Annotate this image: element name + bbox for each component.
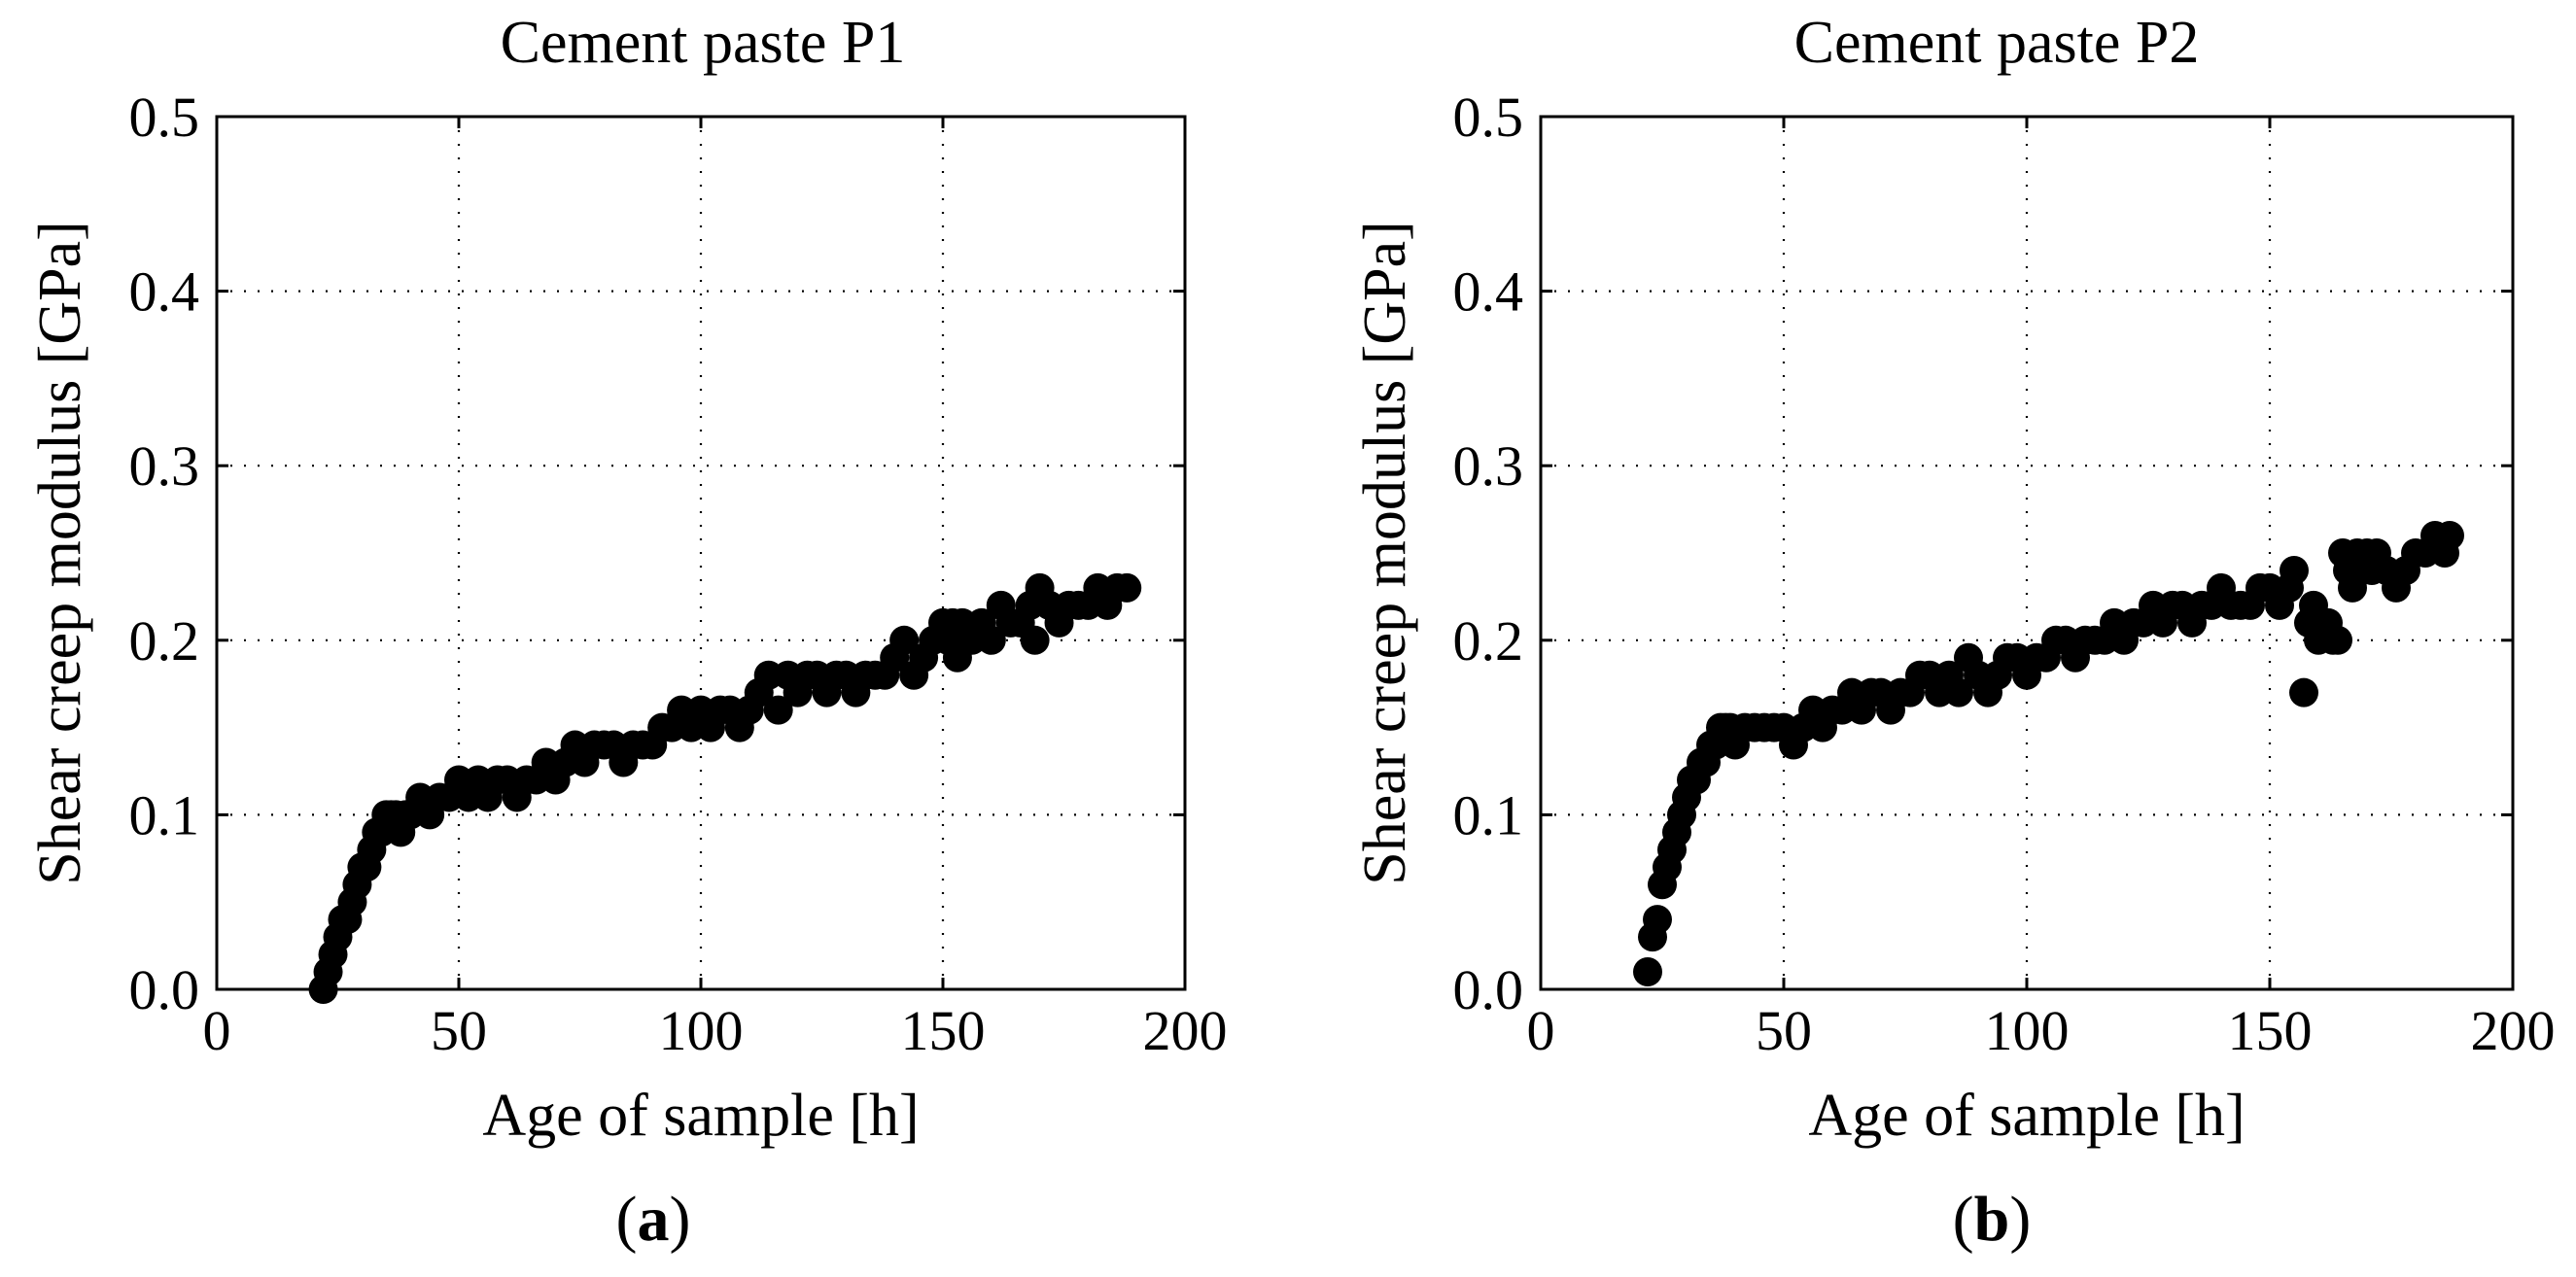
chart-b-y-tick-label: 0.2 — [1453, 609, 1524, 673]
chart-b-x-tick-label: 0 — [1527, 999, 1555, 1062]
chart-b-plot-frame — [1539, 115, 2515, 991]
chart-b-svg: Cement paste P2 0 50 100 150 200 0.0 0.1 0.2 0.3… — [1352, 10, 2556, 1255]
chart-a-y-tick-label: 0.3 — [129, 434, 200, 498]
chart-b-y-tick-label: 0.5 — [1453, 86, 1524, 149]
chart-a-y-tick-label: 0.0 — [129, 958, 200, 1021]
chart-b-y-tick-label: 0.1 — [1453, 783, 1524, 846]
chart-a-data-point — [1112, 572, 1142, 603]
chart-b-data-point — [2280, 555, 2309, 585]
chart-b-y-tick-label: 0.3 — [1453, 434, 1524, 498]
chart-a-data-point — [763, 695, 793, 725]
chart-a-y-tick-label: 0.2 — [129, 609, 200, 673]
chart-a-svg: Cement paste P1 0 50 100 150 200 0.0 0.1 0.2 0.3… — [27, 10, 1228, 1255]
chart-b-x-tick-label: 50 — [1756, 999, 1812, 1062]
chart-b-y-tick-label: 0.0 — [1453, 958, 1524, 1021]
chart-b-x-tick-label: 100 — [1985, 999, 2070, 1062]
chart-a-y-axis-label: Shear creep modulus [GPa] — [27, 221, 93, 885]
chart-b-data-point — [1643, 905, 1672, 935]
chart-b-data-point — [1633, 957, 1662, 987]
chart-a-caption: (a) — [616, 1184, 691, 1255]
chart-b-data-point — [2323, 625, 2352, 655]
chart-panel-a: Cement paste P1 0 50 100 150 200 0.0 0.1 0.2 0.3… — [27, 10, 1228, 1255]
chart-b-x-tick-label: 200 — [2471, 999, 2556, 1062]
chart-a-data-point — [976, 625, 1006, 655]
chart-panel-b: Cement paste P2 0 50 100 150 200 0.0 0.1 0.2 0.3… — [1288, 0, 2576, 1277]
chart-a-x-tick-label: 50 — [431, 999, 487, 1062]
chart-b-caption-letter: b — [1974, 1184, 2010, 1255]
chart-a-y-tick-label: 0.1 — [129, 783, 200, 846]
chart-b-y-tick-label: 0.4 — [1453, 260, 1524, 324]
chart-b-title: Cement paste P2 — [1794, 10, 2200, 76]
chart-a-y-tick-label: 0.5 — [129, 86, 200, 149]
chart-a-title: Cement paste P1 — [501, 10, 906, 76]
chart-b-data-point — [1944, 677, 1973, 708]
chart-a-x-tick-label: 200 — [1143, 999, 1228, 1062]
chart-b-x-tick-label: 150 — [2228, 999, 2313, 1062]
chart-a-plot-frame — [215, 115, 1187, 991]
chart-a-data-point — [1020, 625, 1050, 655]
chart-a-x-tick-label: 100 — [659, 999, 744, 1062]
chart-a-y-tick-label: 0.4 — [129, 260, 200, 324]
chart-b-x-axis-label: Age of sample [h] — [1808, 1083, 2245, 1149]
chart-b-y-axis-label: Shear creep modulus [GPa] — [1352, 221, 1418, 885]
chart-a-x-axis-label: Age of sample [h] — [482, 1083, 919, 1149]
chart-a-x-tick-label: 150 — [901, 999, 986, 1062]
chart-a-caption-letter: a — [638, 1184, 670, 1255]
chart-a-x-tick-label: 0 — [203, 999, 231, 1062]
chart-b-data-point — [2435, 521, 2464, 551]
chart-b-caption: (b) — [1953, 1184, 2032, 1255]
chart-b-data-point — [2289, 677, 2318, 708]
chart-a-data-point — [889, 625, 920, 655]
